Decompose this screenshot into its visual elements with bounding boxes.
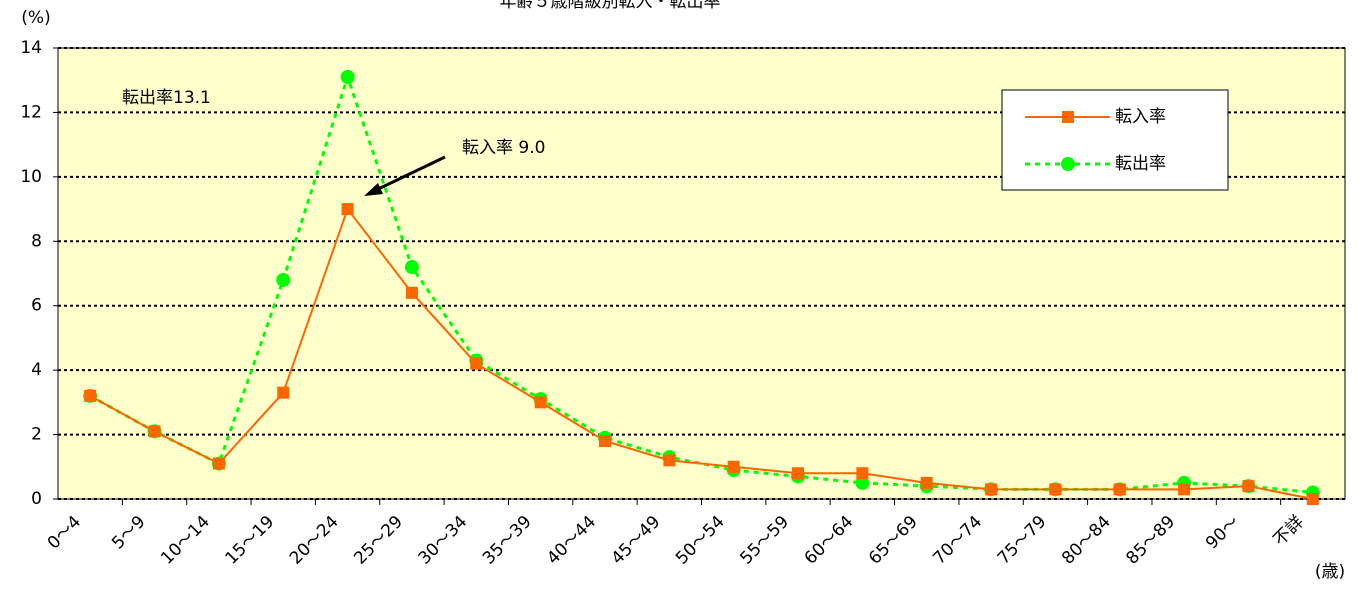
marker [277, 386, 290, 399]
x-tick-label: 80～84 [1058, 512, 1115, 569]
marker [598, 435, 611, 448]
annotation: 転入率 9.0 [462, 138, 545, 158]
legend-label: 転入率 [1115, 107, 1166, 127]
x-tick-label: 10～14 [157, 512, 214, 569]
marker [470, 357, 483, 370]
series-line [89, 206, 1314, 500]
x-tick-label: 65～69 [865, 512, 922, 569]
marker [404, 260, 419, 275]
marker [405, 286, 418, 299]
x-tick-label: 40～44 [543, 512, 600, 569]
marker [1178, 483, 1191, 496]
x-tick-label: 75～79 [994, 512, 1051, 569]
marker [148, 425, 161, 438]
y-tick-label: 2 [31, 425, 42, 445]
marker [534, 396, 547, 409]
marker [341, 203, 354, 216]
marker [985, 483, 998, 496]
legend-marker [1061, 157, 1075, 171]
x-tick-label: 45～49 [608, 512, 665, 569]
marker [1306, 493, 1319, 505]
y-tick-label: 4 [31, 360, 42, 380]
marker [1113, 483, 1126, 496]
marker [84, 389, 97, 402]
x-tick-label: 0～4 [44, 512, 85, 553]
x-tick-label: 85～89 [1122, 512, 1179, 569]
y-tick-label: 0 [31, 489, 42, 509]
x-tick-label: 90～ [1202, 512, 1243, 553]
x-tick-label: 70～74 [929, 512, 986, 569]
annotation: 転出率13.1 [122, 88, 211, 108]
chart-title: 年齢５歳階級別転入・転出率 [500, 0, 721, 12]
marker [340, 69, 355, 84]
annotation-arrow [371, 155, 446, 194]
marker [727, 460, 740, 473]
y-tick-label: 14 [20, 38, 42, 58]
marker [855, 475, 870, 490]
x-tick-label: 55～59 [736, 512, 793, 569]
marker [1049, 483, 1062, 496]
x-tick-label: 15～19 [222, 512, 279, 569]
marker [663, 454, 676, 467]
marker [212, 457, 225, 470]
legend-label: 転出率 [1115, 154, 1166, 174]
x-tick-label: 30～34 [415, 512, 472, 569]
marker [1242, 480, 1255, 493]
x-tick-label: 5～9 [108, 512, 149, 553]
marker [792, 467, 805, 480]
y-tick-label: 8 [31, 231, 42, 251]
legend-box [1001, 89, 1229, 191]
marker [276, 272, 291, 287]
y-tick-label: 12 [20, 102, 42, 122]
legend-marker [1062, 111, 1074, 123]
marker [856, 467, 869, 480]
x-tick-label: 20～24 [286, 512, 343, 569]
x-tick-label: 60～64 [801, 512, 858, 569]
x-tick-label: 50～54 [672, 512, 729, 569]
y-tick-label: 10 [20, 167, 42, 187]
annotation-arrowhead [364, 183, 383, 196]
x-axis-label: (歳) [1315, 562, 1345, 582]
marker [920, 476, 933, 489]
x-tick-label: 不詳 [1270, 512, 1308, 550]
x-tick-label: 35～39 [479, 512, 536, 569]
y-tick-label: 6 [31, 296, 42, 316]
y-axis-label: (%) [21, 8, 50, 28]
x-tick-label: 25～29 [350, 512, 407, 569]
